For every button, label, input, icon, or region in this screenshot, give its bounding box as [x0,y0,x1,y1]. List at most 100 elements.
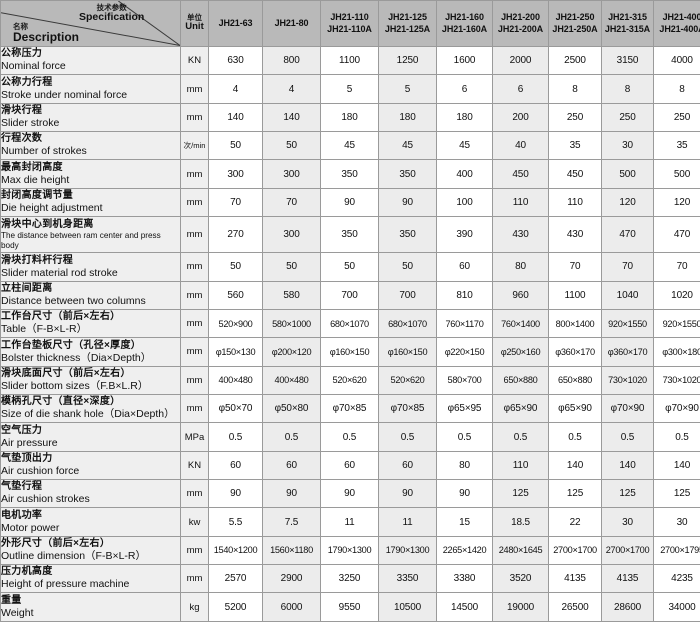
cell-r11-c6: 650×880 [548,365,602,395]
row-description-cn: 最高封闭高度 [1,161,63,173]
table-row: 封闭高度调节量 Die height adjustment mm 70 70 90 90 10… [0,187,700,218]
cell-r3-c1: 50 [262,131,321,161]
row-unit: mm [180,308,209,339]
cell-r3-c3: 45 [378,131,437,161]
row-description: 外形尺寸（前后×左右） Outline dimension（F-B×L-R） [0,535,181,566]
cell-r4-c3: 350 [378,159,437,189]
row-description: 立柱间距离 Distance between two columns [0,280,181,310]
cell-r4-c0: 300 [208,159,263,189]
row-description: 工作台垫板尺寸（孔径×厚度） Bolster thickness（Dia×Dept… [0,337,181,367]
cell-r9-c7: 920×1550 [601,308,654,339]
row-description-cn: 电机功率 [1,509,43,521]
table-row: 公称力行程 Stroke under nominal force mm 4 4 5 5 6 6 8… [0,74,700,104]
table-body: 公称压力 Nominal force KN 630 800 1100 1250 1600 200… [0,45,700,622]
row-description: 滑块行程 Slider stroke [0,102,181,133]
cell-r17-c0: 1540×1200 [208,535,263,566]
cell-r7-c3: 50 [378,252,437,282]
cell-r7-c0: 50 [208,252,263,282]
cell-r19-c4: 14500 [436,592,493,622]
cell-r11-c1: 400×480 [262,365,321,395]
cell-r2-c0: 140 [208,102,263,133]
cell-r15-c5: 125 [492,479,549,509]
row-description-en: Weight [1,606,34,619]
row-unit: mm [180,393,209,424]
cell-r8-c7: 1040 [601,280,654,310]
table-row: 滑块中心到机身距离 The distance between ram center… [0,216,700,254]
cell-r19-c5: 19000 [492,592,549,622]
cell-r16-c7: 30 [601,507,654,537]
corner-desc-en: Description [13,29,80,44]
cell-r4-c4: 400 [436,159,493,189]
cell-r18-c2: 3250 [320,564,379,594]
cell-r2-c8: 250 [653,102,700,133]
cell-r19-c3: 10500 [378,592,437,622]
header-model-6-line2: JH21-250A [552,23,598,34]
cell-r8-c8: 1020 [653,280,700,310]
cell-r4-c8: 500 [653,159,700,189]
cell-r11-c2: 520×620 [320,365,379,395]
cell-r11-c8: 730×1020 [653,365,700,395]
header-model-5-line1: JH21-200 [501,12,540,23]
row-description: 滑块打料杆行程 Slider material rod stroke [0,252,181,282]
cell-r10-c3: φ160×150 [378,337,437,367]
cell-r16-c3: 11 [378,507,437,537]
row-description-cn: 气垫行程 [1,481,43,493]
cell-r2-c1: 140 [262,102,321,133]
cell-r12-c5: φ65×90 [492,393,549,424]
cell-r7-c2: 50 [320,252,379,282]
header-model-3-line2: JH21-125A [384,23,431,34]
cell-r1-c6: 8 [548,74,602,104]
cell-r4-c2: 350 [320,159,379,189]
cell-r10-c8: φ300×180 [653,337,700,367]
cell-r12-c0: φ50×70 [208,393,263,424]
row-description: 气垫行程 Air cushion strokes [0,479,181,509]
row-unit: mm [180,479,209,509]
cell-r2-c7: 250 [601,102,654,133]
cell-r6-c4: 390 [436,216,493,254]
header-model-7-line1: JH21-315 [608,12,647,23]
cell-r3-c2: 45 [320,131,379,161]
cell-r19-c7: 28600 [601,592,654,622]
cell-r0-c8: 4000 [653,45,700,76]
cell-r9-c4: 760×1170 [436,308,493,339]
row-unit: KN [180,450,209,481]
cell-r10-c7: φ360×170 [601,337,654,367]
cell-r17-c1: 1560×1180 [262,535,321,566]
row-description: 封闭高度调节量 Die height adjustment [0,187,181,218]
row-description: 空气压力 Air pressure [0,422,181,452]
cell-r3-c0: 50 [208,131,263,161]
cell-r5-c0: 70 [208,187,263,218]
cell-r14-c5: 110 [492,450,549,481]
cell-r13-c6: 0.5 [548,422,602,452]
cell-r18-c4: 3380 [436,564,493,594]
cell-r17-c3: 1790×1300 [378,535,437,566]
cell-r7-c8: 70 [653,252,700,282]
cell-r17-c5: 2480×1645 [492,535,549,566]
row-description-en: Air pressure [1,436,58,449]
header-row: 技术参数 Specification 型号 Type 名称 Descriptio… [0,0,700,47]
cell-r2-c3: 180 [378,102,437,133]
row-description-en: Max die height [1,173,70,186]
header-model-1: JH21-80 [262,0,321,47]
cell-r3-c7: 30 [601,131,654,161]
header-unit: 单位 Unit [180,0,209,47]
row-description-cn: 滑块打料杆行程 [1,254,74,266]
cell-r13-c7: 0.5 [601,422,654,452]
cell-r15-c1: 90 [262,479,321,509]
cell-r10-c4: φ220×150 [436,337,493,367]
corner-label-description: 名称 Description [13,23,80,44]
cell-r6-c0: 270 [208,216,263,254]
corner-spec-cn: 技术参数 [96,3,127,12]
row-description-cn: 重量 [1,594,22,606]
row-unit: mm [180,337,209,367]
table-row: 立柱间距离 Distance between two columns mm 560 58… [0,280,700,310]
cell-r10-c0: φ150×130 [208,337,263,367]
row-unit: mm [180,535,209,566]
table-row: 压力机高度 Height of pressure machine mm 2570 290… [0,564,700,594]
row-description: 公称压力 Nominal force [0,45,181,76]
header-model-8-line1: JH21-400 [662,12,700,23]
row-description-cn: 滑块行程 [1,105,43,117]
row-unit: mm [180,159,209,189]
cell-r7-c7: 70 [601,252,654,282]
